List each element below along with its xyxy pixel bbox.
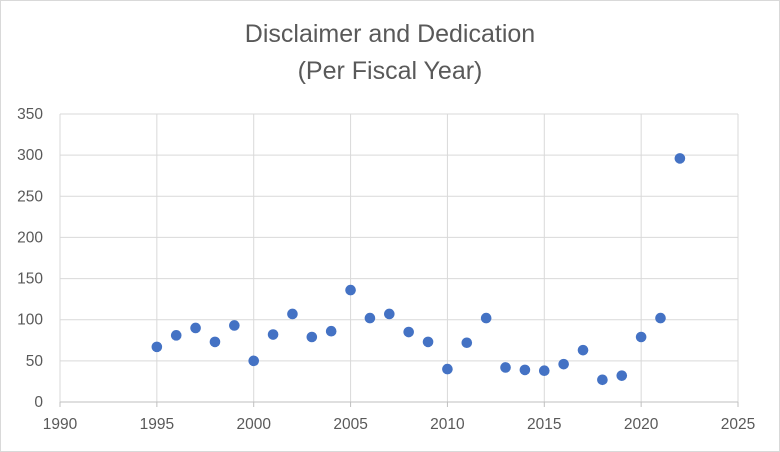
- y-tick-label: 350: [17, 106, 43, 123]
- data-point: [267, 329, 279, 340]
- data-point: [248, 355, 260, 367]
- data-point: [364, 312, 376, 324]
- data-point: [170, 330, 182, 341]
- x-tick-label: 1990: [43, 416, 78, 433]
- data-point: [519, 364, 531, 376]
- y-tick-label: 300: [17, 147, 43, 164]
- data-point: [461, 337, 473, 349]
- data-point: [655, 312, 666, 324]
- chart-title: Disclaimer and Dedication: [244, 20, 536, 48]
- data-point: [616, 370, 628, 381]
- x-tick-label: 2010: [430, 416, 465, 433]
- data-point: [190, 322, 201, 334]
- data-point: [674, 153, 686, 164]
- data-point: [577, 344, 589, 356]
- tick-labels: 0 50 100 150 200 250 300 350 1990 1995 2000 2005 201…: [17, 106, 755, 433]
- x-tick-label: 2000: [236, 416, 271, 433]
- data-point: [287, 308, 298, 320]
- gridlines: [59, 113, 739, 402]
- x-tick-label: 2025: [721, 416, 755, 433]
- axes: [59, 401, 739, 407]
- data-point: [306, 331, 318, 343]
- data-point: [635, 331, 647, 343]
- data-point: [325, 325, 337, 337]
- data-point: [480, 312, 492, 324]
- data-points: [151, 153, 686, 386]
- y-tick-label: 150: [17, 271, 43, 288]
- x-tick-label: 2005: [333, 416, 367, 433]
- data-point: [151, 341, 163, 353]
- y-tick-label: 250: [17, 188, 43, 205]
- x-tick-label: 2015: [527, 416, 561, 433]
- data-point: [384, 308, 395, 320]
- data-point: [597, 374, 608, 386]
- x-tick-label: 1995: [140, 416, 174, 433]
- y-tick-label: 0: [34, 394, 43, 411]
- y-tick-label: 200: [17, 229, 43, 246]
- y-tick-label: 50: [26, 353, 44, 370]
- data-point: [442, 363, 453, 375]
- x-tick-label: 2020: [624, 416, 659, 433]
- data-point: [229, 320, 240, 331]
- data-point: [345, 284, 356, 296]
- data-point: [403, 326, 414, 338]
- data-point: [558, 358, 569, 370]
- chart-subtitle: (Per Fiscal Year): [297, 57, 483, 85]
- data-point: [209, 336, 221, 348]
- data-point: [538, 365, 550, 377]
- data-point: [500, 362, 511, 373]
- y-tick-label: 100: [17, 312, 43, 329]
- data-point: [422, 336, 434, 348]
